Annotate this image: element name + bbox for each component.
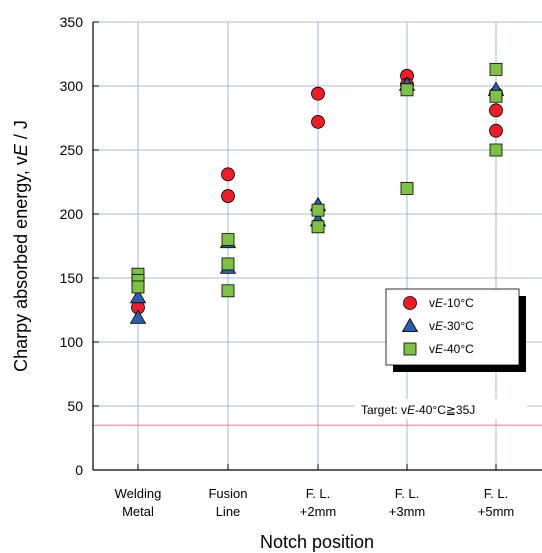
- y-tick-label: 100: [60, 334, 84, 350]
- data-point-square: [489, 143, 503, 157]
- legend-marker-triangle: [401, 317, 419, 333]
- x-axis-title: Notch position: [260, 532, 374, 552]
- data-point-circle: [221, 189, 235, 203]
- data-point-square: [311, 220, 325, 234]
- data-point-square: [400, 83, 414, 97]
- y-tick-label: 50: [67, 398, 83, 414]
- x-category-label: F. L.: [484, 486, 509, 501]
- y-tick-label: 0: [75, 462, 83, 478]
- y-axis-title: Charpy absorbed energy, vE / J: [11, 120, 31, 372]
- x-category-label: +3mm: [389, 504, 425, 519]
- data-point-triangle: [129, 288, 147, 304]
- y-tick-label: 250: [60, 142, 84, 158]
- target-label-bg: [355, 399, 527, 419]
- data-point-circle: [311, 86, 325, 101]
- data-point-square: [489, 89, 503, 103]
- legend-marker-circle: [403, 296, 417, 310]
- x-category-label: F. L.: [306, 486, 331, 501]
- legend-marker-square: [403, 342, 417, 356]
- target-label: Target: vE-40°C≧35J: [361, 403, 475, 417]
- legend-label: vE-40°C: [429, 342, 474, 356]
- y-tick-label: 200: [60, 206, 84, 222]
- data-point-circle: [489, 123, 503, 138]
- data-point-circle: [489, 103, 503, 118]
- x-category-label: Fusion: [208, 486, 247, 501]
- x-category-labels: Welding Metal Fusion Line F. L. +2mm F. L. +3mm…: [115, 486, 515, 519]
- data-point-square: [400, 181, 414, 195]
- x-category-label: Line: [216, 504, 241, 519]
- axis-titles: Notch position Charpy absorbed energy, vE…: [11, 120, 374, 552]
- x-category-label: Metal: [122, 504, 154, 519]
- target-line-group: Target: vE-40°C≧35J: [93, 399, 542, 426]
- axes: [92, 21, 542, 471]
- legend-label: vE-10°C: [429, 296, 474, 310]
- y-tick-label: 300: [60, 78, 84, 94]
- legend: vE-10°C vE-30°C vE-40°C: [385, 288, 526, 372]
- data-point-circle: [221, 167, 235, 182]
- legend-label: vE-30°C: [429, 319, 474, 333]
- data-point-square: [221, 257, 235, 271]
- y-tick-label: 150: [60, 270, 84, 286]
- data-point-circle: [311, 114, 325, 129]
- data-point-square: [489, 62, 503, 76]
- data-point-square: [131, 280, 145, 294]
- y-tick-label: 350: [60, 14, 84, 30]
- x-category-label: Welding: [115, 486, 162, 501]
- data-point-square: [311, 203, 325, 217]
- data-points: [129, 62, 505, 324]
- x-category-label: F. L.: [395, 486, 420, 501]
- y-tick-labels: 0 50 100 150 200 250 300 350: [60, 14, 84, 478]
- data-point-triangle: [129, 309, 147, 324]
- x-category-label: +2mm: [300, 504, 336, 519]
- data-point-square: [221, 233, 235, 247]
- x-category-label: +5mm: [478, 504, 514, 519]
- data-point-square: [221, 284, 235, 298]
